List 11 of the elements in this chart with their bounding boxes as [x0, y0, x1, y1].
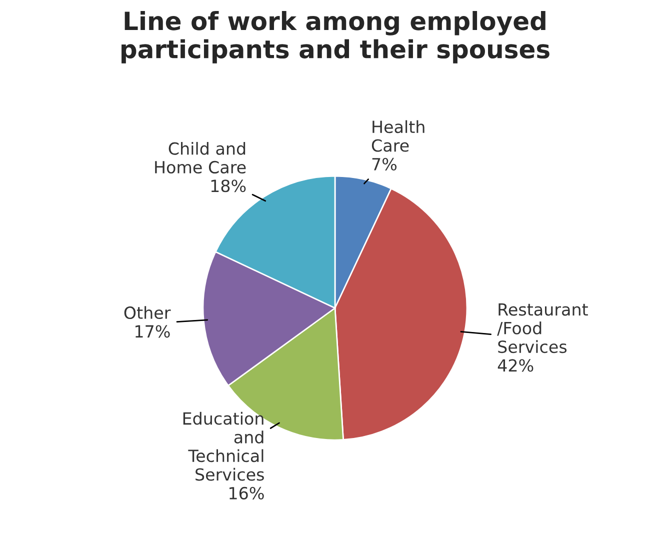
data-label: 18% [211, 180, 246, 192]
data-label: 16% [230, 486, 264, 500]
chart-title: Line of work among employed participants and their spouses [122, 11, 550, 64]
data-label: 42% [498, 359, 534, 372]
slice-label: Child and Home Care [155, 142, 246, 174]
data-label: 7% [372, 158, 397, 170]
slice-label: Restaurant /Food Services [497, 303, 588, 354]
slice-label: Education and Technical Services [183, 412, 264, 481]
slice-label: Health Care [372, 120, 424, 152]
data-label: 17% [136, 325, 170, 338]
slice-label: Other [124, 306, 171, 320]
